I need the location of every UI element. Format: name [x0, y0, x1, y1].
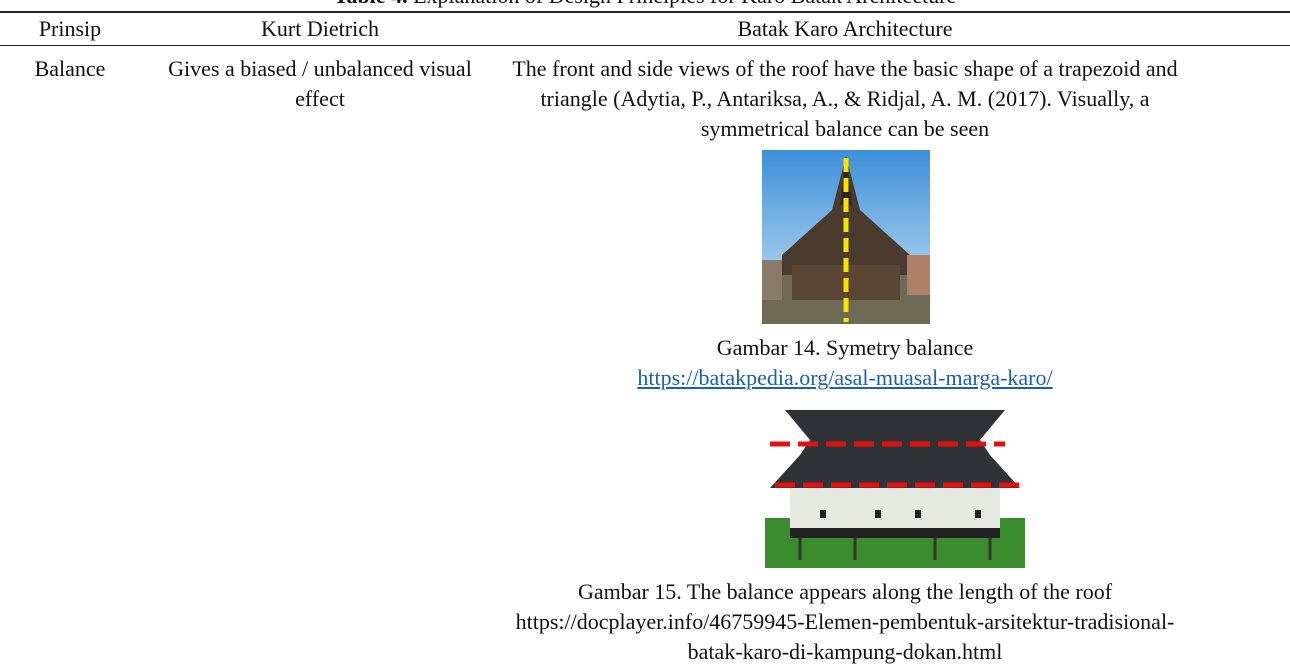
figure-14-image	[762, 150, 930, 324]
header-rule	[0, 45, 1290, 46]
caption-label: Table 4.	[334, 0, 408, 8]
caption-text: Explanation of Design Principles for Kar…	[413, 0, 956, 8]
header-cell: Prinsip	[38, 16, 102, 41]
kurt-cell: Gives a biased / unbalanced visual effec…	[168, 56, 472, 111]
header-cell: Batak Karo Architecture	[737, 16, 953, 41]
figure-caption: Gambar 15. The balance appears along the…	[577, 579, 1113, 604]
header-cell: Kurt Dietrich	[261, 16, 379, 41]
source-link[interactable]: https://batakpedia.org/asal-muasal-marga…	[637, 365, 1053, 390]
table-caption: Table 4. Explanation of Design Principle…	[0, 0, 1290, 11]
figure-15-image	[765, 400, 1025, 568]
figure-source: https://docplayer.info/46759945-Elemen-p…	[515, 609, 1175, 664]
batak-text: The front and side views of the roof hav…	[512, 56, 1178, 141]
figure-source: https://batakpedia.org/asal-muasal-marga…	[505, 363, 1185, 393]
top-rule	[0, 11, 1290, 13]
principle-cell: Balance	[34, 56, 106, 81]
figure-caption: Gambar 14. Symetry balance	[716, 335, 974, 360]
